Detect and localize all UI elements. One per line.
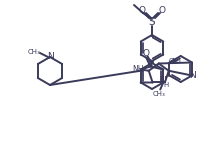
Text: N: N	[47, 52, 53, 60]
Text: S: S	[149, 17, 155, 27]
Text: CH₃: CH₃	[28, 49, 40, 55]
Text: N: N	[159, 76, 166, 86]
Text: N: N	[190, 71, 196, 80]
Text: O: O	[158, 6, 166, 15]
Text: H: H	[163, 82, 169, 88]
Text: CH₃: CH₃	[169, 58, 182, 63]
Text: O: O	[138, 6, 146, 15]
Text: CH₃: CH₃	[153, 91, 166, 97]
Text: O: O	[143, 49, 150, 58]
Text: NH: NH	[133, 65, 144, 74]
